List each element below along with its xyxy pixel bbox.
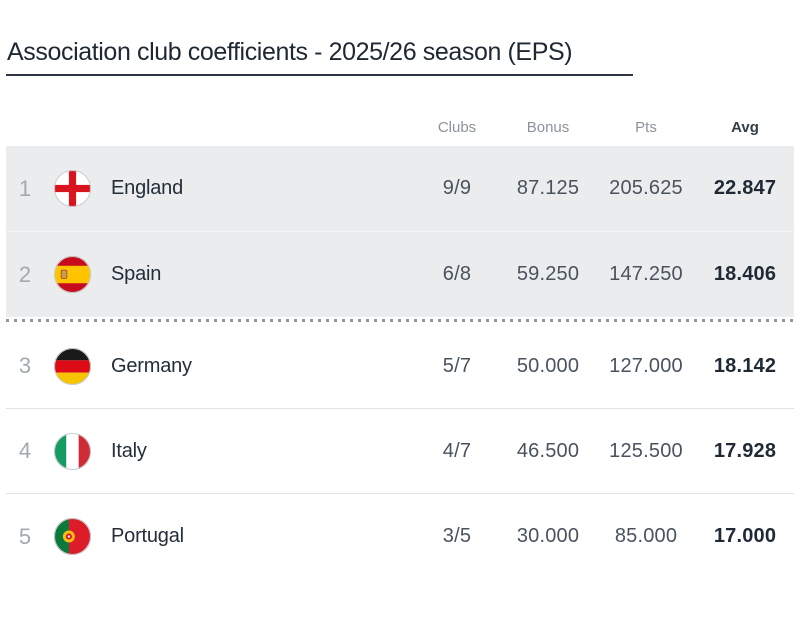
bonus-value: 59.250 bbox=[516, 263, 580, 285]
rank-cell: 1 bbox=[18, 175, 32, 201]
country-name: Germany bbox=[111, 354, 192, 377]
table-row: 5 Portugal 3/5 30.000 85.000 bbox=[6, 494, 794, 579]
pts-value: 127.000 bbox=[609, 354, 683, 377]
germany-flag-icon bbox=[53, 347, 91, 385]
table-row: 3 Germany 5/7 50.000 127.000 18.142 bbox=[6, 324, 794, 409]
avg-column-header: Avg bbox=[731, 119, 759, 136]
title-underline bbox=[6, 74, 633, 76]
country-name: Italy bbox=[111, 439, 147, 462]
avg-value: 18.142 bbox=[713, 354, 777, 377]
pts-value: 205.625 bbox=[609, 177, 683, 199]
clubs-value: 9/9 bbox=[442, 177, 472, 199]
rank-cell: 4 bbox=[18, 438, 32, 463]
avg-value: 17.928 bbox=[713, 439, 777, 462]
table-row: 1 England 9/9 87.125 205.625 22.847 bbox=[6, 146, 794, 232]
pts-column-header: Pts bbox=[635, 119, 657, 136]
spain-flag-icon bbox=[53, 256, 91, 293]
table-row: 2 Spain 6/8 59.250 147.250 18.406 bbox=[6, 232, 794, 317]
england-flag-icon bbox=[53, 170, 91, 207]
qualified-rows-block: 1 England 9/9 87.125 205.625 22.847 2 bbox=[6, 146, 794, 317]
avg-value: 18.406 bbox=[713, 263, 777, 285]
bonus-value: 50.000 bbox=[516, 354, 580, 377]
country-name: Portugal bbox=[111, 525, 184, 547]
portugal-flag-icon bbox=[53, 518, 91, 555]
pts-value: 147.250 bbox=[609, 263, 683, 285]
pts-value: 125.500 bbox=[609, 439, 683, 462]
page-title: Association club coefficients - 2025/26 … bbox=[7, 38, 573, 66]
rank-cell: 2 bbox=[18, 261, 32, 287]
remaining-rows-block: 3 Germany 5/7 50.000 127.000 18.142 4 bbox=[6, 324, 794, 579]
avg-value: 22.847 bbox=[713, 177, 777, 199]
flag-cell bbox=[44, 432, 100, 470]
avg-value: 17.000 bbox=[713, 525, 777, 547]
pts-value: 85.000 bbox=[614, 525, 678, 547]
clubs-column-header: Clubs bbox=[437, 119, 477, 136]
table-row: 4 Italy 4/7 46.500 125.500 17.928 bbox=[6, 409, 794, 494]
flag-cell bbox=[44, 170, 100, 207]
clubs-value: 6/8 bbox=[442, 263, 472, 285]
flag-cell bbox=[44, 347, 100, 385]
bonus-value: 46.500 bbox=[516, 439, 580, 462]
bonus-value: 30.000 bbox=[516, 525, 580, 547]
clubs-value: 4/7 bbox=[442, 439, 472, 462]
qualification-cutoff-dotted-line bbox=[6, 319, 794, 322]
table-header: Clubs Bonus Pts Avg bbox=[6, 76, 794, 146]
bonus-column-header: Bonus bbox=[526, 119, 570, 136]
country-name: Spain bbox=[111, 263, 162, 285]
country-name: England bbox=[111, 177, 183, 199]
bonus-value: 87.125 bbox=[516, 177, 580, 199]
rank-cell: 3 bbox=[18, 353, 32, 378]
clubs-value: 3/5 bbox=[442, 525, 472, 547]
flag-cell bbox=[44, 256, 100, 293]
italy-flag-icon bbox=[53, 432, 91, 470]
coefficients-widget: Association club coefficients - 2025/26 … bbox=[0, 38, 800, 579]
rank-cell: 5 bbox=[18, 523, 32, 549]
clubs-value: 5/7 bbox=[442, 354, 472, 377]
flag-cell bbox=[44, 518, 100, 555]
